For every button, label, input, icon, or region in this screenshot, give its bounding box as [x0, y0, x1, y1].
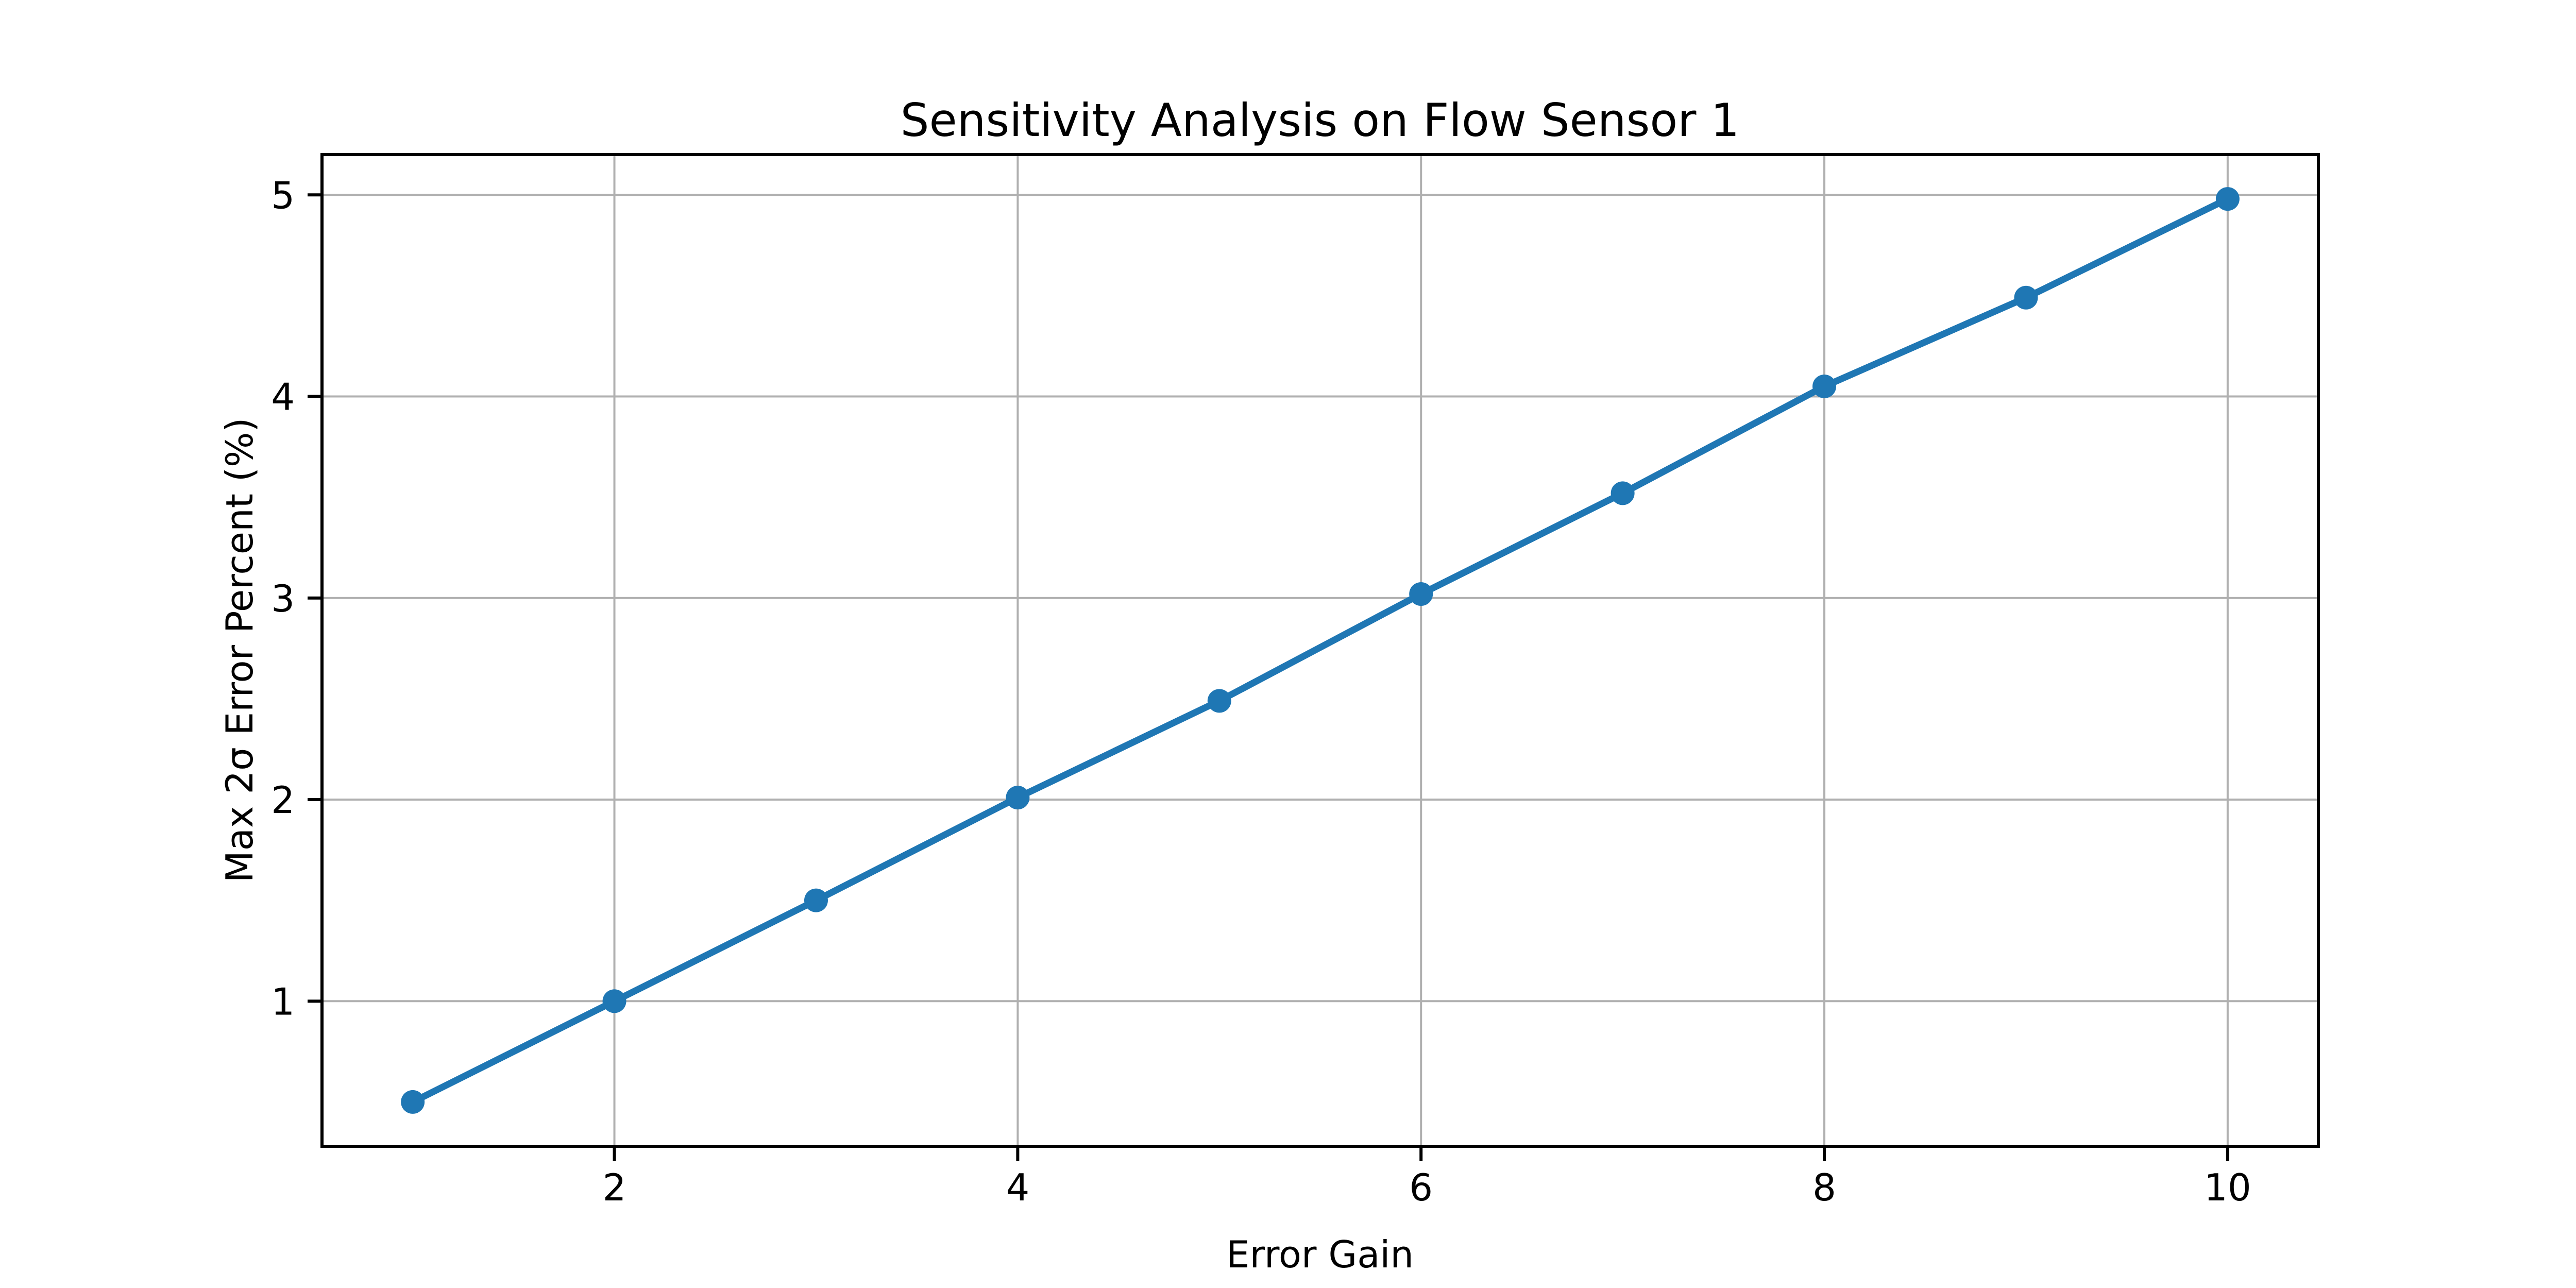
axes-spines	[320, 153, 2320, 1148]
data-point-marker	[1409, 582, 1433, 606]
x-axis-label: Error Gain	[1226, 1233, 1414, 1276]
y-axis-label: Max 2σ Error Percent (%)	[218, 418, 261, 883]
data-point-marker	[2215, 187, 2240, 211]
series-layer	[401, 187, 2240, 1114]
data-point-marker	[602, 989, 626, 1013]
data-point-marker	[1207, 689, 1231, 713]
data-point-marker	[401, 1090, 425, 1114]
y-tick-label: 1	[271, 980, 295, 1023]
data-point-marker	[1812, 374, 1837, 398]
y-tick-label: 2	[271, 778, 295, 822]
grid-layer	[322, 155, 2318, 1146]
data-point-marker	[1006, 786, 1030, 810]
x-tick-label: 8	[1812, 1166, 1836, 1209]
x-tick-label: 6	[1409, 1166, 1433, 1209]
x-tick-label: 10	[2204, 1166, 2251, 1209]
x-tick-label: 2	[603, 1166, 626, 1209]
y-tick-label: 4	[271, 376, 295, 419]
x-tick-label: 4	[1006, 1166, 1029, 1209]
data-point-marker	[804, 888, 828, 912]
data-point-marker	[1611, 481, 1635, 505]
data-point-marker	[2014, 285, 2038, 310]
data-line	[409, 195, 2231, 1106]
y-tick-label: 3	[271, 577, 295, 620]
chart-title: Sensitivity Analysis on Flow Sensor 1	[901, 94, 1740, 147]
y-tick-label: 5	[271, 174, 295, 217]
spine-layer	[320, 153, 2320, 1148]
